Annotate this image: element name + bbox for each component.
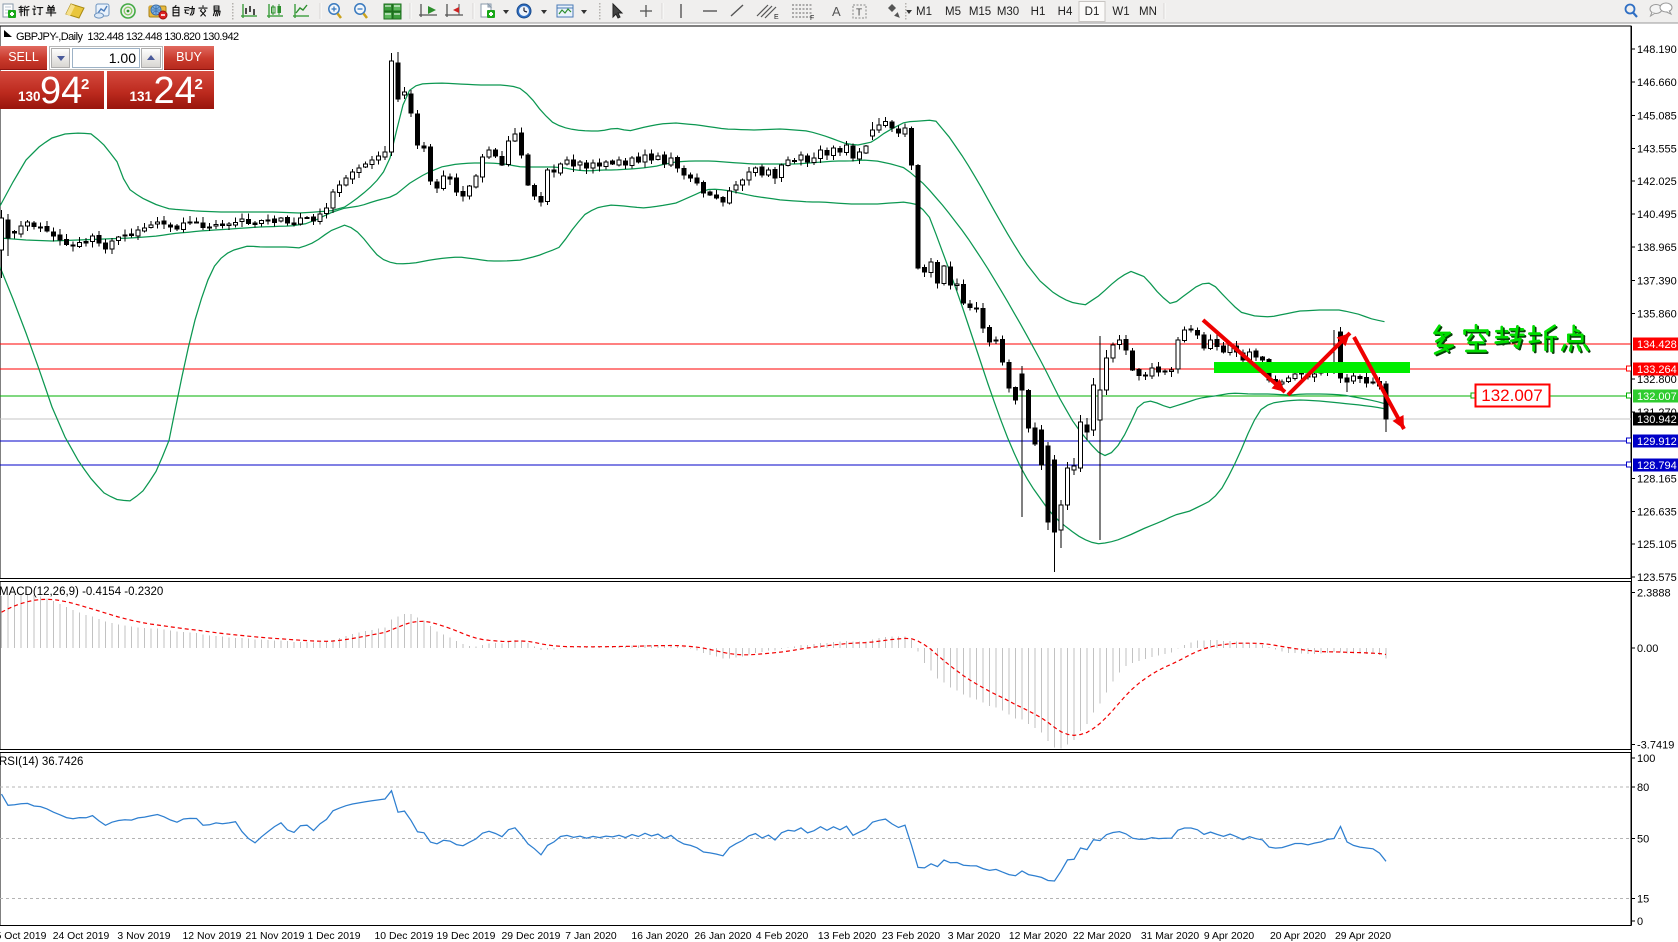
svg-text:MN: MN xyxy=(1139,6,1157,18)
svg-text:128.794: 128.794 xyxy=(1637,460,1677,472)
svg-text:H1: H1 xyxy=(1031,6,1046,18)
svg-text:23 Feb 2020: 23 Feb 2020 xyxy=(882,931,941,942)
svg-text:M30: M30 xyxy=(997,6,1019,18)
svg-text:H4: H4 xyxy=(1058,6,1073,18)
svg-text:19 Dec 2019: 19 Dec 2019 xyxy=(437,931,496,942)
svg-text:140.495: 140.495 xyxy=(1637,209,1677,221)
svg-text:146.660: 146.660 xyxy=(1637,77,1677,89)
svg-text:1 Dec 2019: 1 Dec 2019 xyxy=(307,931,360,942)
svg-text:134.428: 134.428 xyxy=(1637,339,1677,351)
svg-text:31 Mar 2020: 31 Mar 2020 xyxy=(1141,931,1200,942)
svg-text:20 Apr 2020: 20 Apr 2020 xyxy=(1270,931,1326,942)
svg-text:M5: M5 xyxy=(945,6,961,18)
svg-text:W1: W1 xyxy=(1112,6,1129,18)
svg-text:29 Dec 2019: 29 Dec 2019 xyxy=(502,931,561,942)
svg-text:16 Jan 2020: 16 Jan 2020 xyxy=(631,931,688,942)
svg-text:100: 100 xyxy=(1637,753,1655,765)
svg-text:133.264: 133.264 xyxy=(1637,364,1677,376)
svg-text:0: 0 xyxy=(1637,916,1643,928)
svg-text:12 Nov 2019: 12 Nov 2019 xyxy=(183,931,242,942)
svg-text:148.190: 148.190 xyxy=(1637,44,1677,56)
svg-text:GBPJPY-,Daily 132.448 132.448: GBPJPY-,Daily 132.448 132.448 130.820 13… xyxy=(16,31,239,43)
svg-text:E: E xyxy=(774,14,779,21)
svg-text:D1: D1 xyxy=(1085,6,1100,18)
svg-text:M1: M1 xyxy=(916,6,932,18)
svg-text:135.860: 135.860 xyxy=(1637,309,1677,321)
svg-text:125.105: 125.105 xyxy=(1637,539,1677,551)
svg-text:132.007: 132.007 xyxy=(1637,391,1677,403)
svg-text:13 Feb 2020: 13 Feb 2020 xyxy=(818,931,877,942)
svg-text:MACD(12,26,9) -0.4154 -0.2320: MACD(12,26,9) -0.4154 -0.2320 xyxy=(0,586,163,598)
svg-text:T: T xyxy=(856,8,862,19)
svg-text:132.800: 132.800 xyxy=(1637,374,1677,386)
svg-text:123.575: 123.575 xyxy=(1637,572,1677,584)
svg-text:7 Jan 2020: 7 Jan 2020 xyxy=(565,931,617,942)
svg-text:50: 50 xyxy=(1637,834,1649,846)
svg-text:22 Mar 2020: 22 Mar 2020 xyxy=(1073,931,1132,942)
svg-text:15: 15 xyxy=(1637,894,1649,906)
svg-text:21 Nov 2019: 21 Nov 2019 xyxy=(246,931,305,942)
svg-text:138.965: 138.965 xyxy=(1637,242,1677,254)
svg-text:129.912: 129.912 xyxy=(1637,436,1677,448)
svg-text:-3.7419: -3.7419 xyxy=(1637,739,1674,751)
svg-text:24 Oct 2019: 24 Oct 2019 xyxy=(53,931,110,942)
svg-text:128.165: 128.165 xyxy=(1637,474,1677,486)
svg-text:3 Mar 2020: 3 Mar 2020 xyxy=(948,931,1001,942)
svg-text:9 Apr 2020: 9 Apr 2020 xyxy=(1204,931,1254,942)
svg-text:4 Feb 2020: 4 Feb 2020 xyxy=(756,931,809,942)
svg-text:M15: M15 xyxy=(969,6,991,18)
svg-text:0.00: 0.00 xyxy=(1637,643,1658,655)
svg-text:26 Jan 2020: 26 Jan 2020 xyxy=(694,931,751,942)
svg-text:F: F xyxy=(810,15,814,22)
svg-text:80: 80 xyxy=(1637,782,1649,794)
svg-text:29 Apr 2020: 29 Apr 2020 xyxy=(1335,931,1391,942)
svg-text:143.555: 143.555 xyxy=(1637,143,1677,155)
svg-text:145.085: 145.085 xyxy=(1637,111,1677,123)
svg-text:10 Dec 2019: 10 Dec 2019 xyxy=(375,931,434,942)
svg-text:2.3888: 2.3888 xyxy=(1637,588,1671,600)
svg-text:3 Nov 2019: 3 Nov 2019 xyxy=(117,931,170,942)
svg-text:12 Mar 2020: 12 Mar 2020 xyxy=(1009,931,1068,942)
svg-text:RSI(14) 36.7426: RSI(14) 36.7426 xyxy=(0,756,83,768)
svg-text:137.390: 137.390 xyxy=(1637,276,1677,288)
svg-text:130.942: 130.942 xyxy=(1637,414,1677,426)
svg-text:A: A xyxy=(832,4,841,19)
svg-text:126.635: 126.635 xyxy=(1637,506,1677,518)
svg-text:132.007: 132.007 xyxy=(1481,386,1542,405)
svg-text:142.025: 142.025 xyxy=(1637,176,1677,188)
svg-text:5 Oct 2019: 5 Oct 2019 xyxy=(0,931,47,942)
